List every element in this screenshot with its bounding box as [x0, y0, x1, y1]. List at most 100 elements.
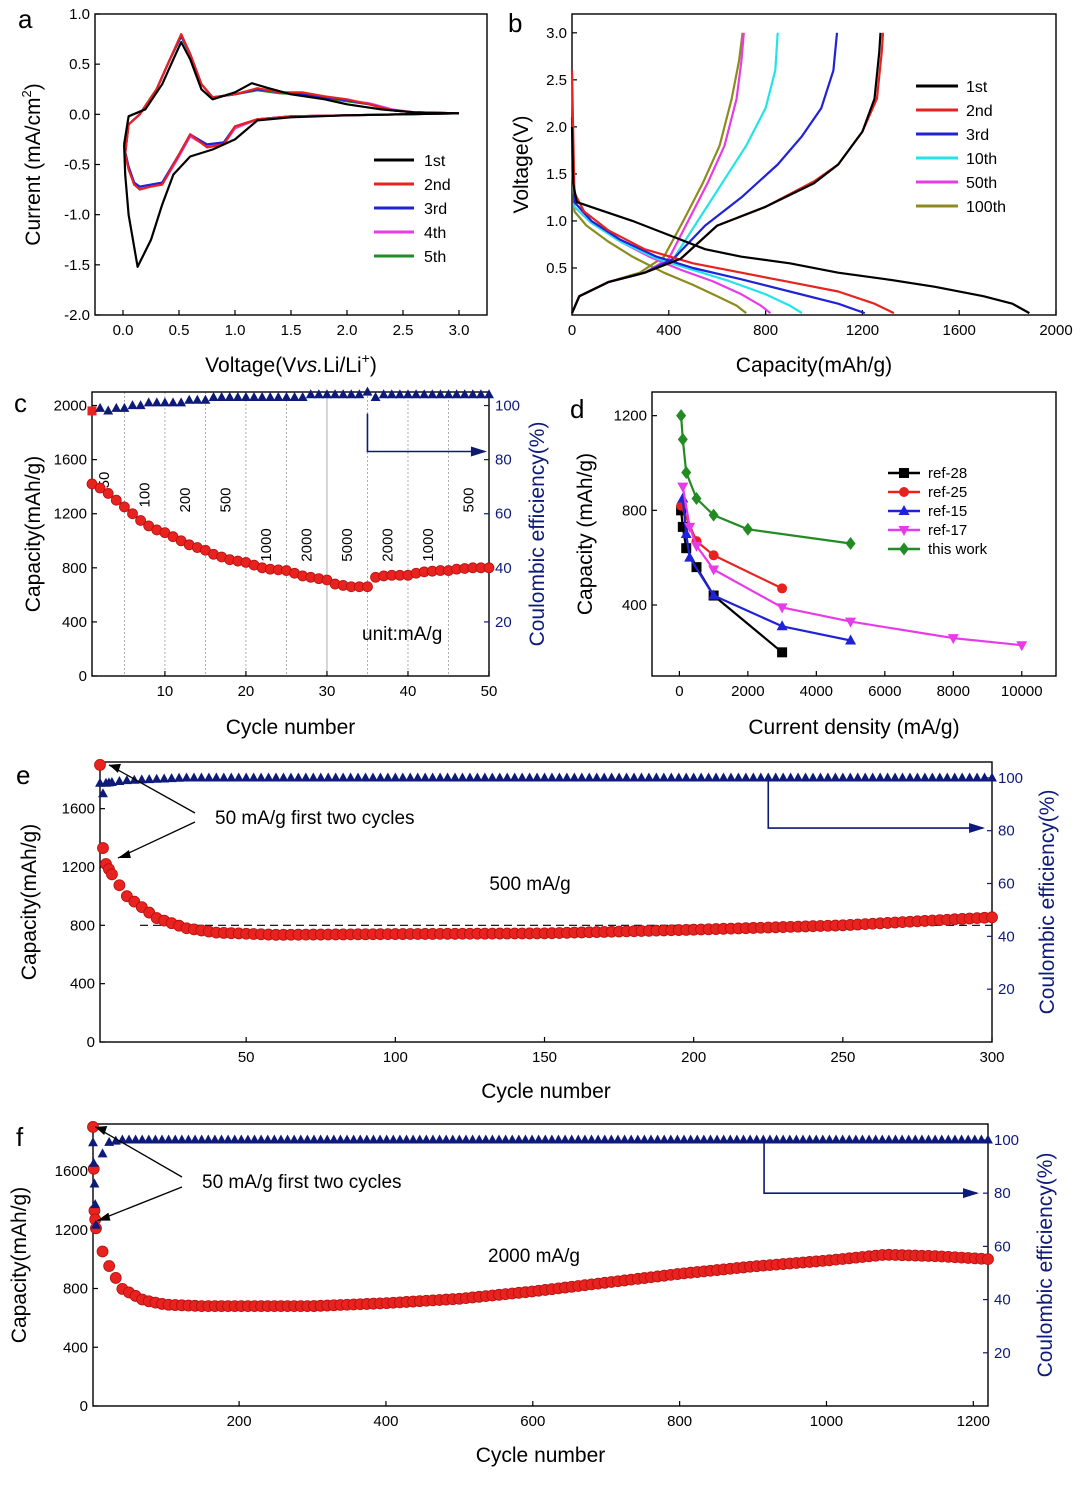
efficiency-point-f [408, 1134, 419, 1144]
x-tick-label-c: 50 [481, 683, 498, 700]
efficiency-point-c [273, 392, 284, 402]
efficiency-point-e [218, 772, 229, 782]
capacity-point-c [483, 562, 495, 574]
efficiency-point-e [353, 772, 364, 782]
comparison-point-ref-15 [680, 528, 692, 538]
annotation-arrow-f [97, 1186, 183, 1222]
x-tick-label-f: 1000 [810, 1413, 843, 1430]
axis-arrowhead-f [962, 1188, 979, 1199]
efficiency-point-f [150, 1134, 161, 1144]
efficiency-point-c [224, 392, 235, 402]
efficiency-point-c [427, 389, 438, 399]
efficiency-point-f [844, 1134, 855, 1144]
efficiency-point-f [474, 1134, 485, 1144]
x-tick-label-b: 800 [753, 322, 778, 339]
x-axis-label-a: Voltage(Vvs.Li/Li+) [205, 350, 377, 377]
x-axis-label-f: Cycle number [476, 1444, 606, 1467]
efficiency-point-e [979, 772, 990, 782]
gcd-line-50th-charge [570, 32, 745, 314]
comparison-point-ref-17 [845, 617, 857, 628]
panel-label-b: b [508, 8, 522, 38]
efficiency-point-e [599, 772, 610, 782]
efficiency-point-c [346, 389, 357, 399]
y2-tick-label-f: 100 [994, 1132, 1019, 1149]
axis-arrowhead-e [969, 823, 986, 834]
x-tick-label-e: 50 [238, 1049, 255, 1066]
efficiency-point-e [457, 772, 468, 782]
annotation-rate-f: 2000 mA/g [488, 1246, 580, 1267]
efficiency-point-f [89, 1178, 100, 1188]
efficiency-point-e [397, 772, 408, 782]
efficiency-point-e [181, 772, 192, 782]
annotation-arrow-e [117, 821, 196, 859]
efficiency-point-f [936, 1134, 947, 1144]
efficiency-point-e [263, 772, 274, 782]
efficiency-point-f [930, 1134, 941, 1144]
efficiency-point-e [561, 772, 572, 782]
x-tick-label-f: 400 [373, 1413, 398, 1430]
efficiency-point-f [613, 1134, 623, 1144]
efficiency-point-f [289, 1134, 300, 1144]
y-axis-label-d: Capacity (mAh/g) [574, 453, 597, 615]
efficiency-point-e [606, 772, 617, 782]
efficiency-point-e [591, 772, 602, 782]
efficiency-point-c [322, 389, 332, 399]
y-tick-label-e: 1200 [62, 859, 95, 876]
rate-label: 2000 [299, 528, 316, 561]
efficiency-point-f [573, 1134, 584, 1144]
capacity-point-e [97, 842, 109, 854]
efficiency-point-f [256, 1134, 267, 1144]
y2-axis-label-e: Coulombic efficiency(%) [1036, 790, 1059, 1015]
y-tick-label-c: 800 [62, 560, 87, 577]
y-tick-label-c: 400 [62, 614, 87, 631]
efficiency-point-f [348, 1134, 359, 1144]
efficiency-point-c [386, 389, 397, 399]
cv-line-2nd-anodic [124, 32, 460, 155]
capacity-point-f [96, 1245, 109, 1258]
y-axis-label-b: Voltage(V) [510, 115, 533, 213]
efficiency-point-f [791, 1134, 802, 1144]
y-tick-label-f: 800 [63, 1281, 88, 1298]
efficiency-point-f [170, 1134, 181, 1144]
efficiency-point-f [480, 1134, 491, 1144]
efficiency-point-f [269, 1134, 280, 1144]
y2-tick-label-e: 80 [998, 823, 1015, 840]
efficiency-point-e [905, 772, 915, 782]
rate-label: 500 [218, 487, 235, 512]
efficiency-point-e [390, 772, 401, 782]
y2-tick-label-c: 60 [495, 506, 512, 523]
efficiency-point-c [257, 392, 268, 402]
efficiency-point-f [513, 1134, 524, 1144]
efficiency-point-c [411, 389, 422, 399]
efficiency-point-f [143, 1134, 154, 1144]
efficiency-point-e [382, 772, 393, 782]
efficiency-point-f [427, 1134, 438, 1144]
efficiency-point-f [533, 1134, 544, 1144]
efficiency-point-f [831, 1134, 841, 1144]
efficiency-point-c [313, 389, 324, 399]
y2-tick-label-f: 60 [994, 1238, 1011, 1255]
efficiency-point-e [121, 775, 132, 785]
efficiency-point-e [114, 776, 125, 786]
efficiency-point-e [875, 772, 886, 782]
efficiency-point-f [461, 1134, 471, 1144]
efficiency-point-f [157, 1134, 167, 1144]
x-tick-label-e: 300 [979, 1049, 1004, 1066]
x-tick-label-a: 2.0 [337, 322, 358, 339]
legend-marker-d [899, 487, 909, 497]
y-tick-label-b: 2.5 [546, 72, 567, 89]
efficiency-point-e [845, 772, 856, 782]
capacity-point-c [362, 581, 373, 593]
y-tick-label-d: 400 [622, 597, 647, 614]
axis-arrowhead-c [470, 446, 487, 457]
comparison-point-ref-15 [708, 589, 720, 600]
panel-label-f: f [16, 1122, 24, 1152]
efficiency-point-e [748, 772, 759, 782]
efficiency-point-e [300, 772, 311, 782]
efficiency-point-f [507, 1134, 518, 1144]
efficiency-point-e [822, 772, 833, 782]
annotation-rate-e: 500 mA/g [489, 874, 570, 895]
x-tick-label-b: 1600 [943, 322, 976, 339]
efficiency-point-f [183, 1134, 194, 1144]
axis-arrow-c [366, 413, 485, 453]
